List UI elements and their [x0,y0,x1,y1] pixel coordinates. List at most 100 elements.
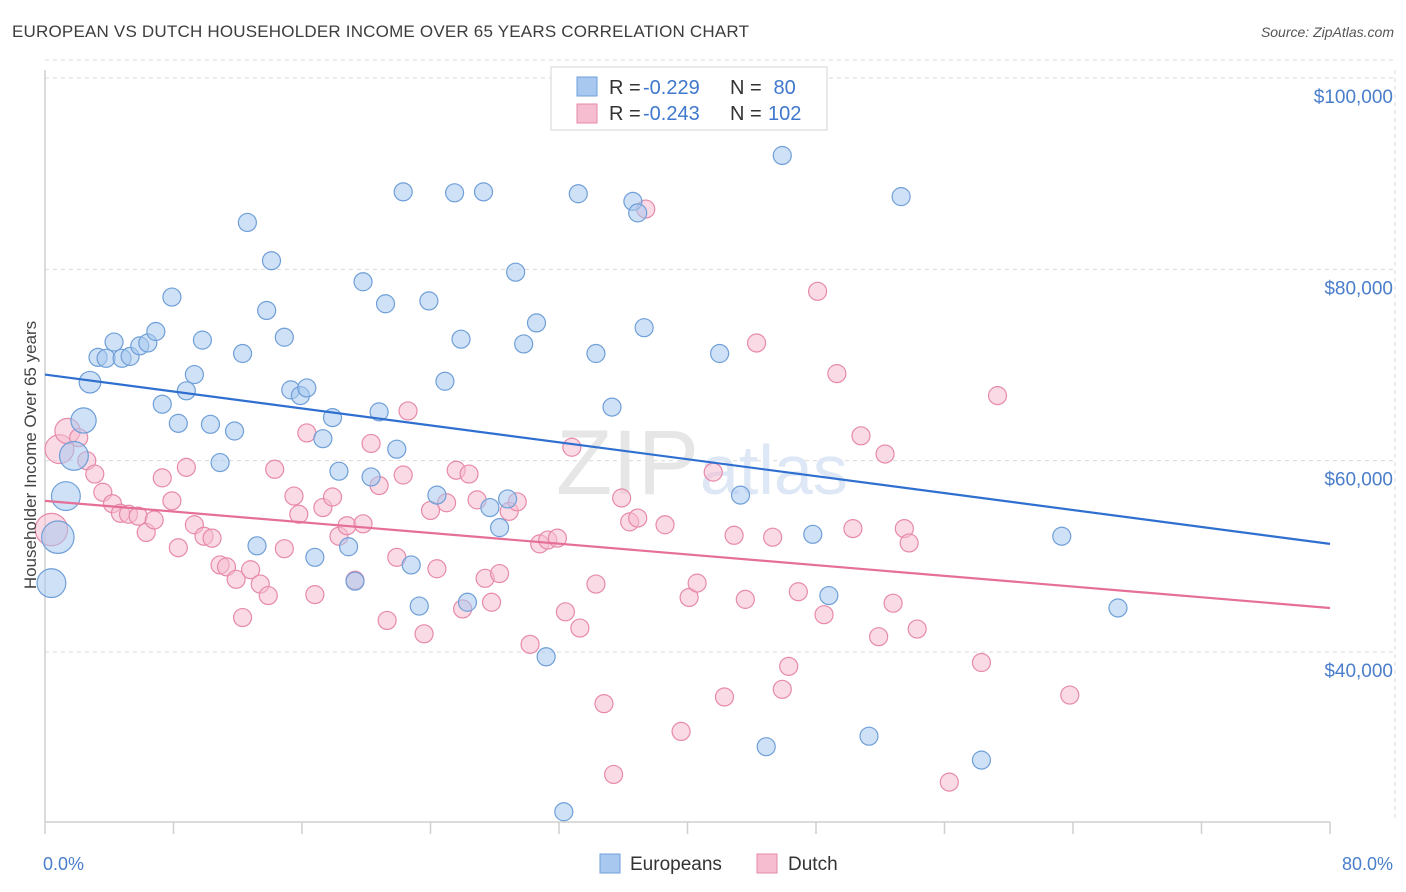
y-tick-label: $100,000 [1314,87,1393,108]
european-point [96,348,116,368]
dutch-point [414,624,434,644]
legend-r-value: -0.243 [643,103,700,125]
european-point [480,497,500,518]
european-point [473,182,494,202]
european-point [435,371,455,391]
european-point [756,737,776,757]
european-point [536,647,556,667]
dutch-point [241,560,261,580]
dutch-point [274,539,294,559]
dutch-point [594,694,614,714]
legend-n-label: N = [730,77,762,99]
european-point [58,440,89,471]
dutch-point [604,764,624,785]
dutch-point [322,487,343,507]
european-point [444,183,465,203]
european-point [104,332,124,352]
legend-n-value: 102 [768,103,801,125]
dutch-point [808,281,828,301]
european-point [345,571,365,591]
european-point [457,592,478,612]
european-point [184,364,204,385]
dutch-point [489,563,510,584]
dutch-point [398,401,418,421]
dutch-point [843,518,863,539]
legend-r-value: -0.229 [643,77,700,99]
european-point [192,330,213,350]
dutch-point [779,656,799,676]
dutch-point [586,574,606,594]
european-point [146,321,166,342]
european-point [419,291,439,311]
dutch-point [883,593,903,613]
legend-r-label: R = [609,77,641,99]
european-point [237,212,257,233]
european-point [710,343,730,364]
european-point [1052,526,1072,546]
bottom-legend-swatch-europeans [599,853,621,874]
european-point [554,802,574,822]
european-point [730,485,751,505]
dutch-point [1060,685,1080,705]
legend-r-label: R = [609,103,641,125]
y-tick-labels: $40,000 $60,000 $80,000 $100,000 [1314,87,1393,682]
european-point [568,184,588,204]
dutch-point [687,573,707,593]
european-point [409,596,429,616]
european-point [526,313,547,333]
dutch-point [570,618,590,638]
european-point [210,452,230,473]
european-point [50,481,81,512]
european-point [70,407,97,434]
dutch-point [176,457,196,477]
dutch-point [869,627,889,647]
y-tick-label: $40,000 [1324,661,1393,682]
dutch-point [671,721,691,742]
european-point [891,187,911,207]
european-point [1108,598,1128,618]
european-point [41,520,75,555]
dutch-point [851,426,871,446]
bottom-legend-swatch-dutch [756,853,778,874]
dutch-point [481,592,502,612]
european-point [313,429,333,449]
dutch-point [377,610,397,631]
european-point [305,547,325,567]
dutch-point [232,607,253,628]
european-point [772,145,792,166]
european-point [971,750,992,770]
european-points [36,145,1128,822]
european-point [232,343,253,364]
european-point [261,251,282,271]
european-point [803,524,823,544]
legend-n-value: 80 [768,77,796,99]
european-point [401,555,421,575]
x-tick-label: 80.0% [1342,854,1393,874]
dutch-point [289,504,309,524]
european-point [36,568,67,599]
european-point [361,467,381,487]
trend-lines [44,373,1331,610]
dutch-point [562,437,582,457]
dutch-point [459,464,479,484]
dutch-point [152,468,172,488]
european-point [387,439,407,459]
european-point [375,294,396,314]
dutch-point [875,444,895,464]
european-point [353,272,373,292]
chart-title: EUROPEAN VS DUTCH HOUSEHOLDER INCOME OVE… [12,22,750,41]
european-point [247,536,267,556]
dutch-point [258,585,278,606]
bottom-legend: Europeans Dutch [599,853,838,875]
european-point [498,489,518,509]
european-point [634,318,654,338]
dutch-point [788,582,808,602]
x-tick-label: 0.0% [43,854,84,874]
dutch-point [85,464,105,484]
dutch-point [703,462,723,482]
chart-source: Source: ZipAtlas.com [1260,24,1394,40]
dutch-point [628,508,648,528]
legend-n-label: N = [730,103,762,125]
dutch-point [168,538,188,558]
dutch-point [679,587,699,608]
